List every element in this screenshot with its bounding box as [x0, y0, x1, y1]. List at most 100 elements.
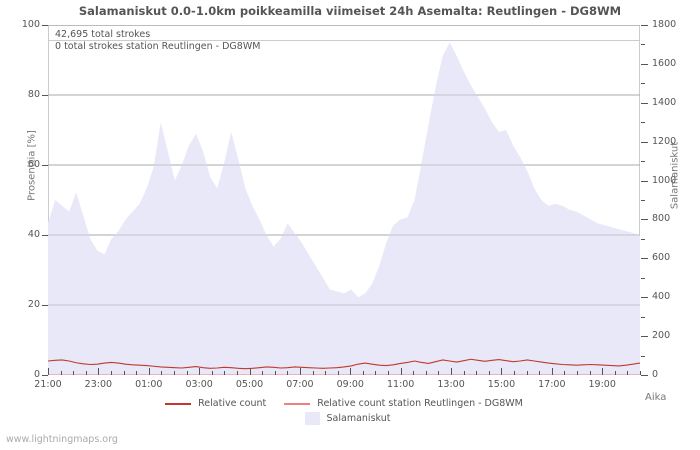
x-axis-tick-mark	[577, 371, 579, 375]
x-axis-tick-mark	[514, 371, 516, 375]
y-axis-left-tick-label: 80	[27, 89, 40, 100]
x-axis-tick-mark	[85, 371, 87, 375]
x-axis-tick-label: 05:00	[235, 379, 264, 390]
legend-label-relative-count: Relative count	[198, 398, 267, 409]
x-axis-tick-mark	[73, 371, 75, 375]
x-axis-tick-label: 09:00	[336, 379, 364, 390]
x-axis-tick-label: 15:00	[487, 379, 516, 390]
x-axis-tick-mark	[350, 368, 352, 375]
x-axis-tick-mark	[451, 368, 453, 375]
x-axis-tick-mark	[186, 371, 188, 375]
y-axis-right-tick-mark	[641, 336, 648, 338]
y-axis-right-tick-mark	[641, 83, 645, 85]
annotation-total-strokes: 42,695 total strokes	[55, 29, 151, 40]
x-axis-tick-mark	[236, 371, 238, 375]
x-axis-tick-mark	[110, 371, 112, 375]
y-axis-right-tick-label: 800	[652, 213, 671, 225]
x-axis-tick-mark	[98, 368, 100, 375]
y-axis-right-label: Salamaniskut	[669, 141, 681, 210]
x-axis-label: Aika	[645, 392, 667, 403]
y-axis-right-tick-mark	[641, 180, 648, 182]
chart-legend: Relative count Relative count station Re…	[48, 396, 640, 426]
x-axis-tick-mark	[211, 371, 213, 375]
y-axis-left-tick-label: 0	[33, 369, 40, 380]
x-axis-tick-mark	[148, 368, 150, 375]
y-axis-left-tick-mark	[42, 95, 48, 96]
x-axis-tick-mark	[614, 371, 616, 375]
x-axis-tick-mark	[325, 371, 327, 375]
y-axis-right-tick-label: 200	[652, 330, 671, 342]
legend-item-relative-count[interactable]: Relative count	[165, 398, 266, 409]
legend-row-bottom: Salamaniskut	[48, 411, 640, 426]
x-axis-tick-mark	[199, 368, 201, 375]
y-axis-right-tick-mark	[641, 44, 645, 46]
x-axis-tick-mark	[123, 371, 125, 375]
x-axis-tick-mark	[337, 371, 339, 375]
y-axis-right-tick-mark	[641, 102, 648, 104]
x-axis-tick-label: 11:00	[386, 379, 415, 390]
x-axis-tick-mark	[388, 371, 390, 375]
x-axis-tick-mark	[640, 371, 641, 375]
y-axis-right-tick-mark	[641, 375, 648, 376]
x-axis-tick-mark	[249, 368, 251, 375]
y-axis-right-tick-label: 1800	[652, 19, 677, 30]
y-axis-left-tick-mark	[42, 375, 48, 376]
y-axis-right-tick-mark	[641, 219, 648, 221]
y-axis-left-tick-label: 40	[27, 229, 40, 240]
y-axis-left-tick-label: 100	[21, 19, 40, 30]
y-axis-left-tick-label: 20	[27, 299, 40, 310]
legend-item-relative-count-station[interactable]: Relative count station Reutlingen - DG8W…	[284, 398, 523, 409]
legend-line-swatch-relative-count	[165, 402, 192, 405]
y-axis-right-tick-mark	[641, 277, 645, 279]
watermark-lightningmaps: www.lightningmaps.org	[6, 434, 118, 445]
y-axis-right-tick-mark	[641, 161, 645, 163]
legend-label-relative-count-station: Relative count station Reutlingen - DG8W…	[317, 398, 523, 409]
x-axis-tick-mark	[564, 371, 566, 375]
y-axis-right-tick-label: 1400	[652, 96, 677, 108]
x-axis-tick-label: 13:00	[437, 379, 465, 390]
x-axis-tick-mark	[287, 371, 289, 375]
legend-item-salamaniskut[interactable]: Salamaniskut	[298, 412, 390, 425]
x-axis-tick-mark	[488, 371, 490, 375]
x-axis-tick-mark	[526, 371, 528, 375]
y-axis-left-tick-mark	[42, 235, 48, 236]
y-axis-right-tick-label: 1200	[652, 135, 677, 147]
x-axis-tick-mark	[438, 371, 440, 375]
x-axis-tick-label: 07:00	[286, 379, 314, 390]
x-axis-tick-mark	[136, 371, 138, 375]
y-axis-right-tick-mark	[641, 258, 648, 260]
annotation-station-strokes: 0 total strokes station Reutlingen - DG8…	[55, 41, 261, 52]
x-axis-tick-mark	[463, 371, 465, 375]
y-axis-right-tick-mark	[641, 25, 648, 26]
y-axis-right-tick-mark	[641, 297, 648, 299]
x-axis-tick-label: 21:00	[34, 379, 62, 390]
x-axis-tick-mark	[501, 368, 503, 375]
y-axis-right-tick-mark	[641, 355, 645, 357]
x-axis-tick-mark	[539, 371, 541, 375]
y-axis-right-tick-label: 1000	[652, 174, 677, 186]
x-axis-tick-mark	[413, 371, 415, 375]
y-axis-left-tick-mark	[42, 165, 48, 166]
y-axis-right-tick-label: 600	[652, 252, 671, 264]
legend-line-swatch-relative-count-station	[284, 402, 311, 405]
y-axis-right-tick-label: 400	[652, 291, 671, 303]
y-axis-left-tick-mark	[42, 305, 48, 306]
x-axis-tick-mark	[224, 371, 226, 375]
y-axis-right-tick-mark	[641, 238, 645, 240]
y-axis-right-tick-mark	[641, 141, 648, 143]
x-axis-tick-mark	[312, 371, 314, 375]
x-axis-tick-mark	[173, 371, 175, 375]
x-axis-tick-mark	[48, 368, 49, 375]
x-axis-tick-mark	[602, 368, 604, 375]
x-axis-tick-label: 01:00	[135, 379, 163, 390]
x-axis-tick-mark	[627, 371, 629, 375]
x-axis-tick-mark	[362, 371, 364, 375]
y-axis-left-label: Prosenttia [%]	[26, 130, 38, 201]
x-axis-tick-mark	[425, 371, 427, 375]
x-axis-tick-mark	[589, 371, 591, 375]
x-axis-tick-label: 17:00	[538, 379, 566, 390]
x-axis-tick-label: 03:00	[185, 379, 213, 390]
y-axis-right-tick-label: 1600	[652, 57, 677, 69]
x-axis-tick-mark	[551, 368, 553, 375]
